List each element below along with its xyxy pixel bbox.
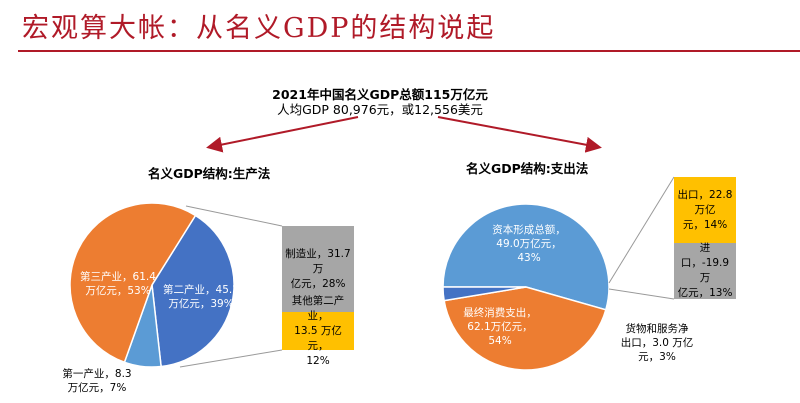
final-consumption-slice [442, 203, 610, 311]
gdp-per-capita-text: 人均GDP 80,976元，或12,556美元 [277, 102, 483, 117]
net-exports-slice [442, 286, 527, 302]
secondary-label: 第二产业，45.2 万亿元，39% [163, 284, 239, 310]
expenditure-pie [442, 203, 610, 371]
connector-top-right [608, 176, 675, 284]
other-secondary-box: 其他第二产业， 13.5 万亿元， 12% [282, 295, 354, 367]
breakdown-connectors [179, 176, 675, 368]
arrow-to-expenditure [437, 116, 602, 153]
tertiary-label: 第三产业，61.4 万亿元，53% [80, 271, 156, 297]
page-title: 宏观算大帐：从名义GDP的结构说起 [22, 13, 496, 44]
imports-box: 进口，-19.9万 亿元，13% [674, 242, 736, 299]
expenditure-title: 名义GDP结构:支出法 [466, 161, 589, 176]
capital-formation-label: 资本形成总额， 49.0万亿元， 43% [492, 224, 566, 264]
connector-bottom-right [608, 288, 675, 300]
primary-label: 第一产业，8.3 万亿元，7% [62, 368, 132, 394]
connector-top-left [185, 205, 283, 227]
manufacturing-box: 制造业，31.7 万亿元，28% [282, 226, 354, 312]
arrow-to-production [206, 116, 359, 153]
exports-box: 出口，22.8万亿 元，14% [674, 177, 736, 243]
connector-bottom-left [179, 349, 283, 368]
final-consumption-label: 最终消费支出， 62.1万亿元， 54% [463, 307, 537, 347]
production-title: 名义GDP结构:生产法 [148, 166, 271, 181]
gdp-total-text: 2021年中国名义GDP总额115万亿元 [272, 87, 488, 102]
production-pie [69, 202, 235, 368]
title-divider [18, 50, 800, 52]
tertiary-slice [69, 202, 197, 364]
net-exports-label: 货物和服务净 出口，3.0 万亿 元，3% [620, 323, 694, 363]
capital-formation-slice [443, 286, 607, 371]
